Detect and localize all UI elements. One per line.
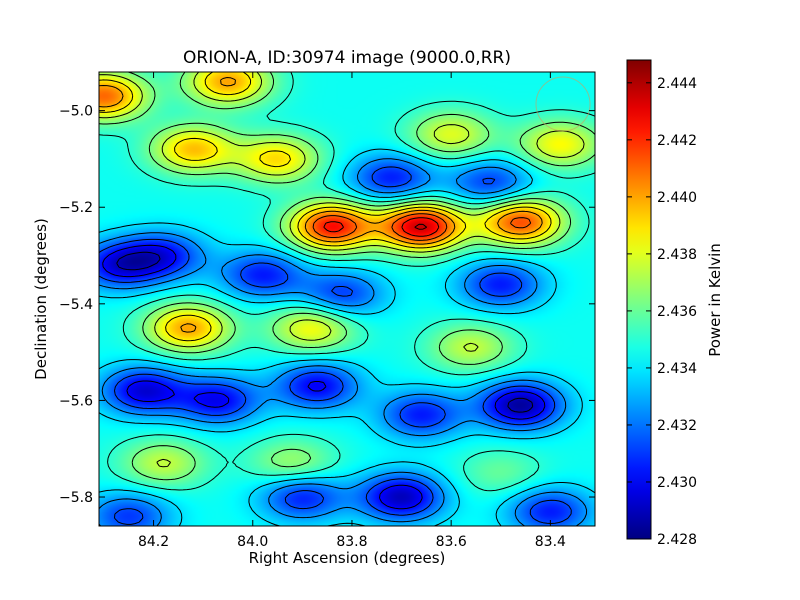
- contour-level: [99, 77, 543, 333]
- contour-level: [312, 213, 532, 241]
- contour-level: [323, 217, 440, 237]
- colorbar-frame: [626, 59, 652, 540]
- contour-level: [99, 148, 595, 526]
- heatmap-image: [99, 72, 595, 526]
- y-tick-label: −5.6: [59, 393, 93, 409]
- x-tick-label: 83.8: [336, 534, 367, 550]
- y-tick-label: −5.4: [59, 297, 93, 313]
- beam-circle: [535, 76, 591, 132]
- colorbar-tick-label: 2.434: [657, 361, 697, 377]
- contour-level: [99, 72, 585, 468]
- colorbar-label: Power in Kelvin: [706, 243, 724, 357]
- x-tick-label: 83.4: [535, 534, 566, 550]
- colorbar-tick-label: 2.428: [657, 532, 697, 548]
- contour-level: [414, 223, 428, 230]
- y-tick-label: −5.2: [59, 200, 93, 216]
- x-tick-label: 84.2: [138, 534, 169, 550]
- contour-level: [99, 72, 552, 342]
- x-axis-label: Right Ascension (degrees): [249, 549, 446, 567]
- chart-title: ORION-A, ID:30974 image (9000.0,RR): [183, 48, 511, 68]
- colorbar-tick-label: 2.436: [657, 304, 697, 320]
- y-axis-label: Declination (degrees): [32, 218, 50, 380]
- x-tick-label: 84.0: [237, 534, 268, 550]
- colorbar-tick-label: 2.444: [657, 76, 697, 92]
- colorbar: [627, 60, 651, 539]
- x-axis-ticks: 84.2 84.0 83.8 83.6 83.4: [138, 72, 566, 550]
- plot-frame: [98, 71, 596, 527]
- colorbar-tick-label: 2.432: [657, 418, 697, 434]
- colorbar-tick-label: 2.442: [657, 133, 697, 149]
- y-axis-ticks: −5.0 −5.2 −5.4 −5.6 −5.8: [59, 104, 595, 506]
- contour-lines: [99, 72, 595, 526]
- colorbar-ticks: 2.444 2.442 2.440 2.438 2.436 2.434 2.432 2.430…: [627, 76, 697, 548]
- colorbar-tick-label: 2.430: [657, 475, 697, 491]
- contour-level: [99, 166, 572, 525]
- x-tick-label: 83.6: [436, 534, 467, 550]
- colorbar-tick-label: 2.440: [657, 190, 697, 206]
- y-tick-label: −5.0: [59, 104, 93, 120]
- colorbar-tick-label: 2.438: [657, 247, 697, 263]
- contour-level: [116, 251, 534, 413]
- y-tick-label: −5.8: [59, 490, 93, 506]
- plot-area: [99, 72, 595, 526]
- contour-level: [102, 244, 546, 510]
- contour-level: [99, 158, 588, 526]
